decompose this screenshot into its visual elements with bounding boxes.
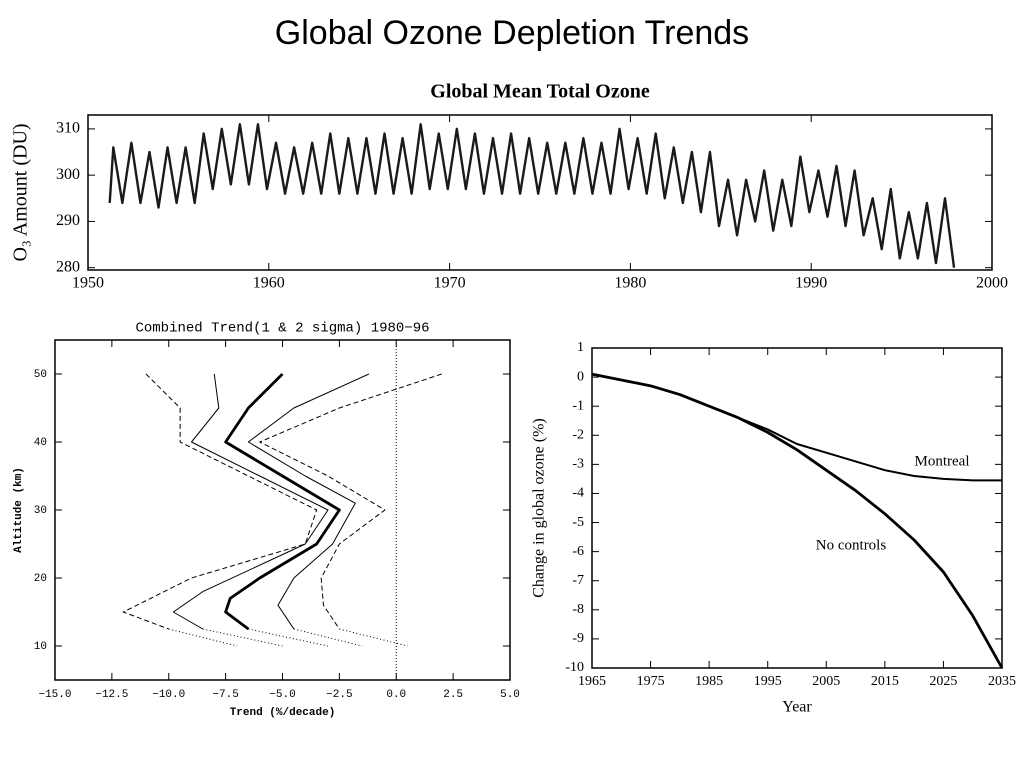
x-tick-label: 1950 bbox=[72, 275, 104, 292]
x-tick-label: 1990 bbox=[795, 275, 827, 292]
data-line bbox=[224, 373, 341, 631]
x-axis-label: Year bbox=[782, 699, 812, 716]
x-tick-label: 1960 bbox=[253, 275, 285, 292]
chart-title: Combined Trend(1 & 2 sigma) 1980−96 bbox=[135, 321, 429, 337]
data-line bbox=[108, 123, 956, 268]
plot-frame bbox=[591, 347, 1003, 669]
x-tick-label: 2000 bbox=[976, 275, 1008, 292]
plot-frame bbox=[54, 339, 511, 681]
x-tick-label: 1970 bbox=[434, 275, 466, 292]
y-tick-label: 50 bbox=[34, 369, 47, 381]
data-line bbox=[202, 628, 283, 647]
y-tick-label: -2 bbox=[572, 427, 584, 442]
y-tick-label: -7 bbox=[572, 573, 584, 588]
y-tick-label: 30 bbox=[34, 505, 47, 517]
y-tick-label: 1 bbox=[577, 340, 584, 355]
data-line bbox=[293, 628, 363, 647]
y-tick-label: 10 bbox=[34, 641, 47, 653]
data-line bbox=[339, 628, 408, 647]
x-tick-label: 2005 bbox=[812, 674, 840, 689]
x-tick-label: 2035 bbox=[988, 674, 1016, 689]
x-tick-label: −10.0 bbox=[152, 689, 185, 701]
data-line bbox=[168, 628, 238, 647]
x-tick-label: 2.5 bbox=[443, 689, 463, 701]
y-tick-label: -6 bbox=[572, 544, 584, 559]
y-tick-label: 290 bbox=[56, 212, 80, 229]
slide-title: Global Ozone Depletion Trends bbox=[275, 14, 749, 52]
data-line bbox=[591, 372, 1004, 669]
x-tick-label: −15.0 bbox=[38, 689, 71, 701]
y-tick-label: -10 bbox=[565, 660, 584, 675]
data-line bbox=[248, 628, 329, 647]
series-label: Montreal bbox=[915, 453, 970, 469]
y-axis-label: O₃ Amount (DU) bbox=[10, 123, 32, 261]
data-line bbox=[122, 373, 318, 630]
y-tick-label: 280 bbox=[56, 258, 80, 275]
y-axis-label: Altitude (km) bbox=[13, 467, 25, 553]
y-tick-label: -3 bbox=[572, 457, 584, 472]
x-tick-label: 2015 bbox=[871, 674, 899, 689]
y-tick-label: -4 bbox=[572, 486, 584, 501]
x-tick-label: −12.5 bbox=[95, 689, 128, 701]
y-tick-label: 20 bbox=[34, 573, 47, 585]
x-tick-label: 1980 bbox=[614, 275, 646, 292]
x-tick-label: −2.5 bbox=[326, 689, 352, 701]
chart-title: Global Mean Total Ozone bbox=[430, 81, 650, 103]
x-tick-label: 5.0 bbox=[500, 689, 520, 701]
x-tick-label: 1985 bbox=[695, 674, 723, 689]
data-line bbox=[259, 373, 442, 630]
y-axis-label: Change in global ozone (%) bbox=[531, 418, 548, 598]
data-line bbox=[172, 373, 329, 630]
plot-frame bbox=[87, 114, 993, 271]
y-tick-label: -5 bbox=[572, 515, 584, 530]
y-tick-label: 300 bbox=[56, 166, 80, 183]
x-tick-label: −5.0 bbox=[269, 689, 295, 701]
x-tick-label: 2025 bbox=[929, 674, 957, 689]
series-label: No controls bbox=[816, 537, 887, 553]
y-tick-label: 40 bbox=[34, 437, 47, 449]
x-tick-label: 1975 bbox=[637, 674, 665, 689]
x-tick-label: 0.0 bbox=[386, 689, 406, 701]
x-tick-label: −7.5 bbox=[212, 689, 238, 701]
y-tick-label: 310 bbox=[56, 120, 80, 137]
y-tick-label: -9 bbox=[572, 631, 584, 646]
y-tick-label: 0 bbox=[577, 369, 584, 384]
y-tick-label: -1 bbox=[572, 398, 584, 413]
x-tick-label: 1995 bbox=[754, 674, 782, 689]
y-tick-label: -8 bbox=[572, 602, 584, 617]
x-axis-label: Trend (%/decade) bbox=[230, 707, 336, 719]
data-line bbox=[247, 373, 370, 630]
x-tick-label: 1965 bbox=[578, 674, 606, 689]
